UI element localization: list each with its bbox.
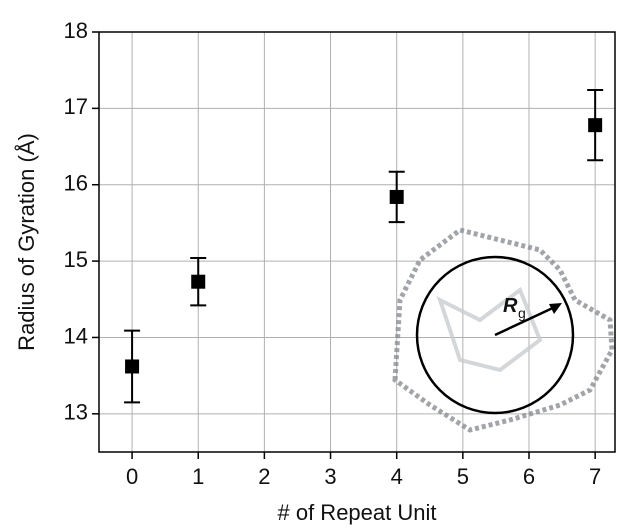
molecule-illustration: R g: [395, 230, 612, 430]
point: [390, 190, 404, 204]
x-tick-label: 2: [258, 464, 270, 489]
x-tick-label: 4: [391, 464, 403, 489]
x-tick-label: 5: [457, 464, 469, 489]
y-tick-label: 16: [64, 171, 88, 196]
plot-frame: [99, 32, 615, 452]
point: [125, 359, 139, 373]
point: [191, 275, 205, 289]
x-tick-label: 3: [324, 464, 336, 489]
x-tick-label: 0: [126, 464, 138, 489]
y-tick-label: 14: [64, 323, 88, 348]
y-tick-label: 15: [64, 247, 88, 272]
y-tick-label: 18: [64, 18, 88, 43]
x-tick-label: 6: [523, 464, 535, 489]
x-tick-label: 1: [192, 464, 204, 489]
y-tick-label: 13: [64, 400, 88, 425]
x-axis-label: # of Repeat Unit: [278, 500, 437, 525]
y-tick-label: 17: [64, 94, 88, 119]
y-axis-label: Radius of Gyration (Å): [14, 133, 39, 351]
chart: R g # of Repeat Unit Radius of Gyration …: [0, 0, 619, 530]
point: [588, 118, 602, 132]
x-tick-label: 7: [589, 464, 601, 489]
annotation-sub: g: [518, 305, 526, 321]
annotation: R: [503, 295, 518, 317]
